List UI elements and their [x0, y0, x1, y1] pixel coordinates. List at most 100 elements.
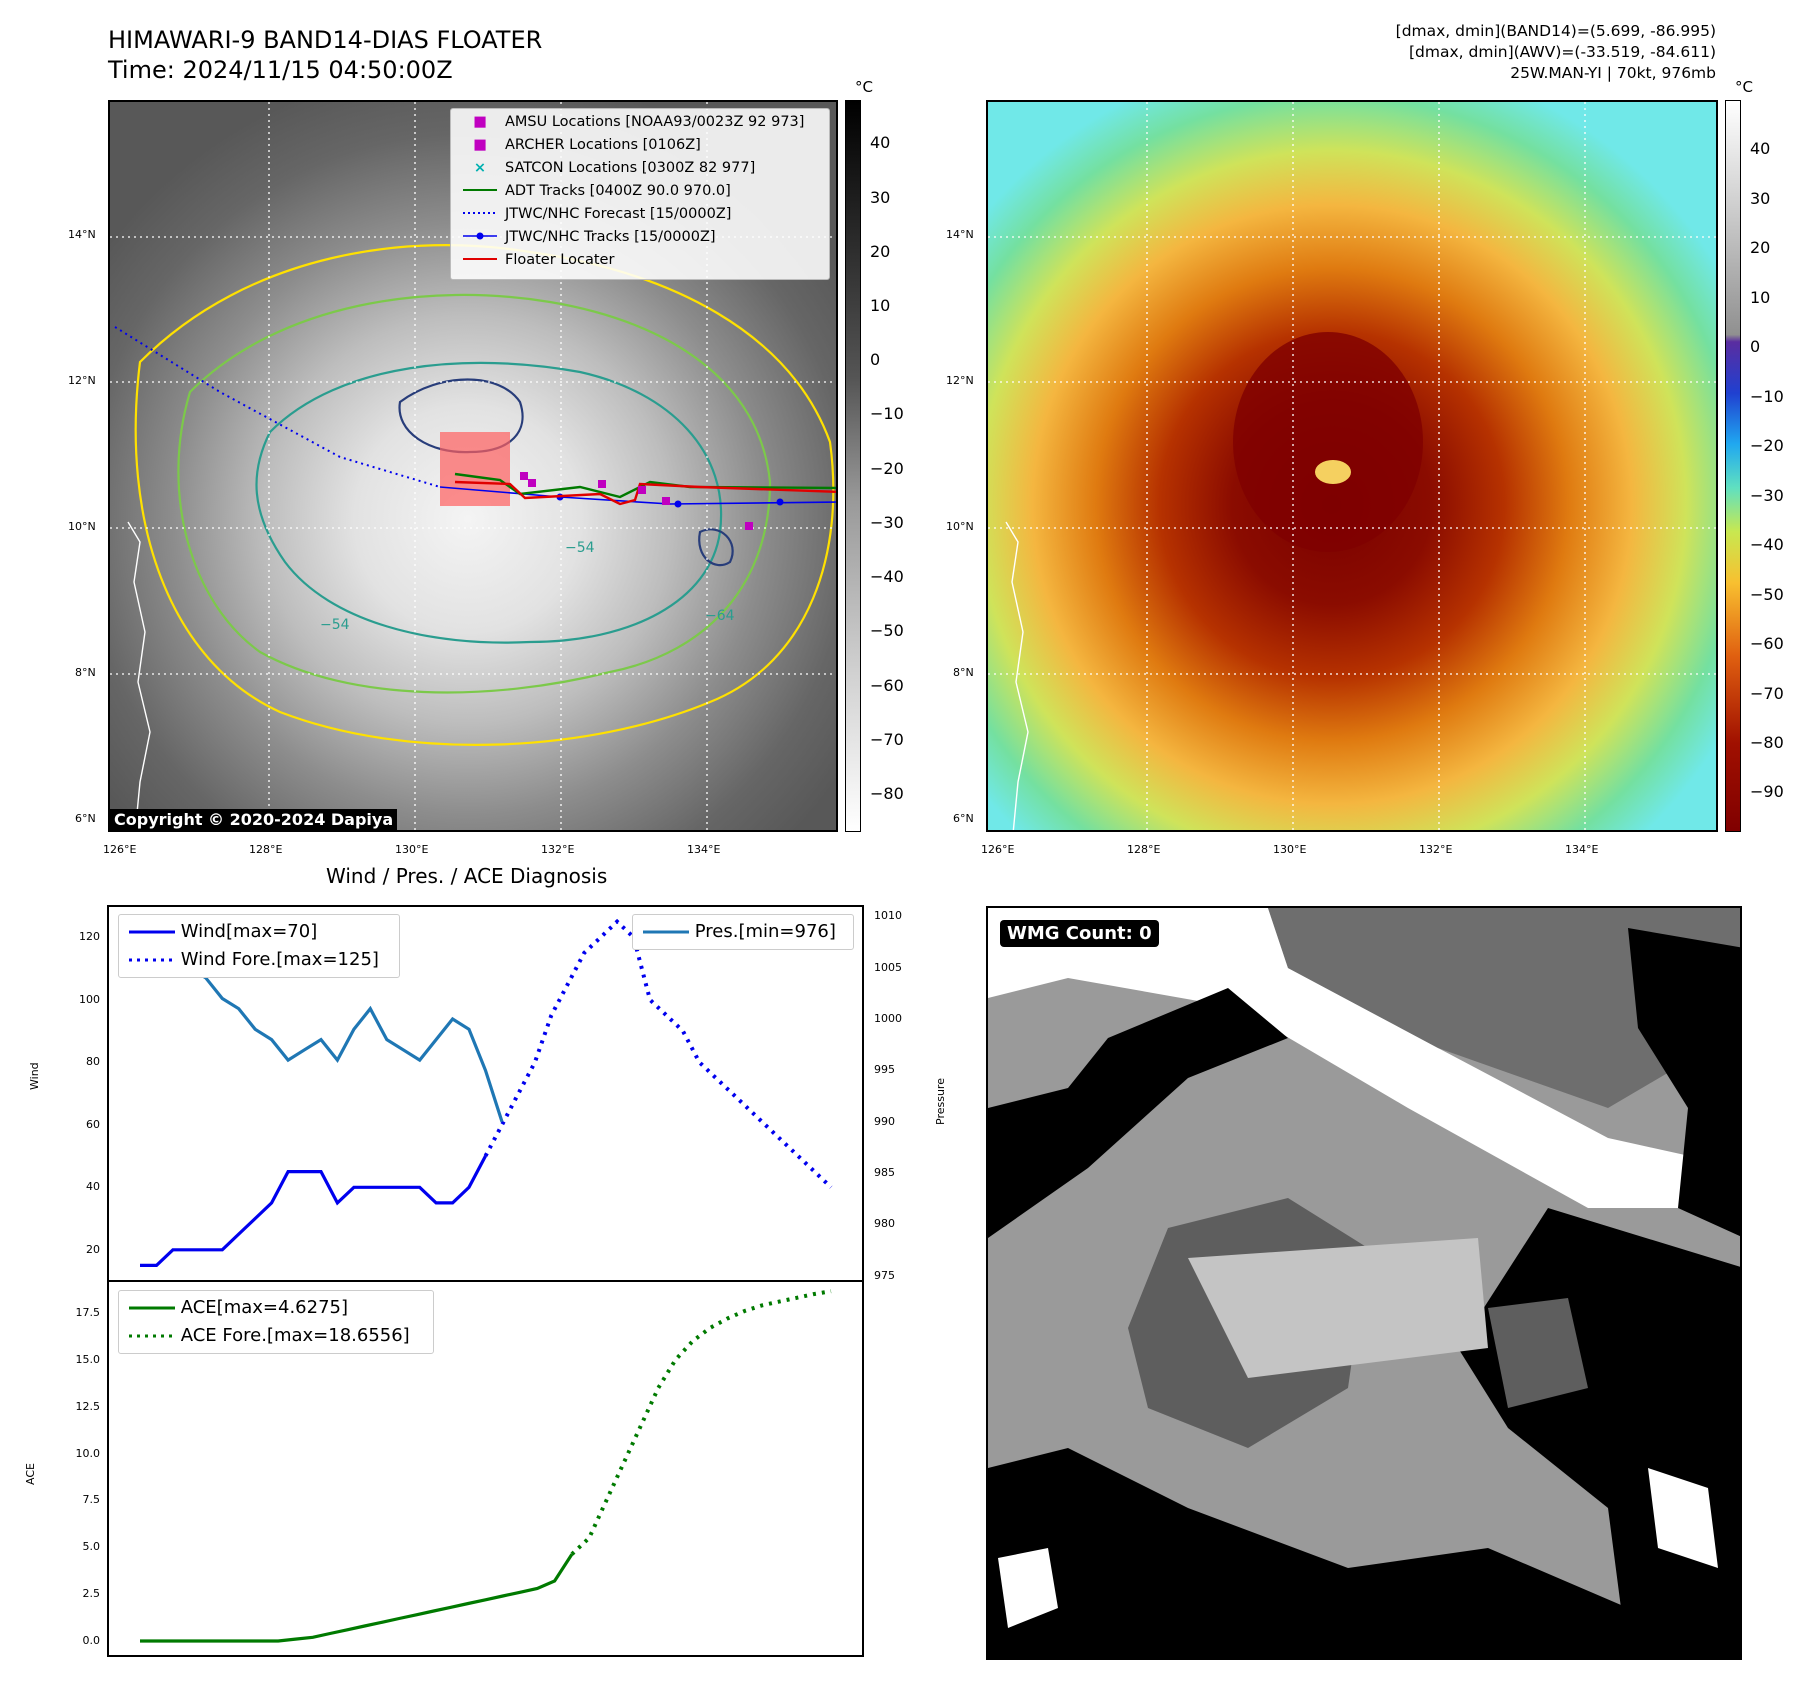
lon-label: 134°E — [1565, 843, 1599, 856]
colorbar-tick: −70 — [1750, 683, 1784, 703]
contour-inner — [255, 361, 723, 644]
colorbar-tick: 20 — [1750, 238, 1771, 258]
map-gridlines — [988, 102, 1716, 830]
storm-summary: 25W.MAN-YI | 70kt, 976mb — [1510, 64, 1716, 82]
lat-label: 6°N — [75, 812, 96, 825]
enhanced-map — [988, 102, 1716, 830]
colorbar-tick: 30 — [1750, 188, 1771, 208]
ace-axes-frame — [107, 1280, 864, 1657]
coastline — [1005, 521, 1029, 830]
pressure-ylabel: Pressure — [934, 1078, 947, 1125]
pressure-tick: 975 — [874, 1268, 895, 1282]
lon-label: 132°E — [541, 843, 575, 856]
lon-label: 128°E — [1127, 843, 1161, 856]
colorbar-tick: 20 — [870, 241, 891, 261]
amsu-marker — [520, 472, 528, 480]
colorbar-tick: −90 — [1750, 782, 1784, 802]
eye — [1315, 460, 1351, 484]
ace-tick: 15.0 — [75, 1352, 101, 1366]
floater-line-icon — [463, 252, 497, 268]
colorbar-unit: °C — [855, 78, 873, 96]
colorbar-tick: −40 — [870, 567, 904, 587]
legend-item-amsu: ■ AMSU Locations [NOAA93/0023Z 92 973] — [463, 114, 804, 130]
ace-ylabel: ACE — [24, 1463, 37, 1485]
ace-forecast-line — [570, 1289, 832, 1556]
contour-core-2 — [698, 528, 734, 567]
wmg-region — [1488, 1298, 1588, 1408]
wmg-region — [988, 1448, 1628, 1658]
eyewall — [1233, 332, 1423, 552]
pressure-line-icon — [643, 930, 689, 934]
copyright-badge: Copyright © 2020-2024 Dapiya — [110, 809, 398, 830]
pressure-tick: 1000 — [874, 1012, 902, 1025]
adt-line-icon — [463, 183, 497, 199]
ace-tick: 10.0 — [75, 1446, 101, 1460]
lat-label: 14°N — [946, 228, 974, 241]
stats-awv: [dmax, dmin](AWV)=(-33.519, -84.611) — [1409, 43, 1716, 61]
archer-marker — [745, 522, 753, 530]
colorbar-tick: 10 — [870, 296, 891, 316]
colorbar-tick: −20 — [1750, 436, 1784, 456]
wind-tick: 100 — [79, 992, 100, 1006]
ace-tick: 17.5 — [75, 1305, 101, 1319]
contour-label: −54 — [320, 617, 350, 633]
colorbar-tick: 40 — [870, 133, 891, 153]
colorbar-tick: −50 — [870, 621, 904, 641]
lat-label: 12°N — [946, 374, 974, 387]
map-legend: ■ AMSU Locations [NOAA93/0023Z 92 973] ■ A… — [450, 108, 830, 280]
colorbar-tick: −50 — [1750, 584, 1784, 604]
lon-label: 130°E — [395, 843, 429, 856]
colorbar-tick: 0 — [870, 350, 881, 370]
lat-label: 10°N — [68, 520, 96, 533]
wmg-region — [988, 988, 1288, 1238]
floater-locater-track — [454, 480, 836, 506]
colorbar-tick: −60 — [1750, 634, 1784, 654]
amsu-marker — [528, 479, 536, 487]
legend-item-adt: ADT Tracks [0400Z 90.0 970.0] — [463, 183, 731, 199]
legend-item-jtwc-tracks: JTWC/NHC Tracks [15/0000Z] — [463, 229, 716, 245]
lon-label: 132°E — [1419, 843, 1453, 856]
contour-mid — [177, 293, 772, 694]
pressure-tick: 980 — [874, 1217, 895, 1231]
colorbar-tick: −10 — [1750, 386, 1784, 406]
contour-label: −54 — [565, 540, 595, 556]
ace-line — [140, 1553, 574, 1643]
archer-icon: ■ — [473, 137, 487, 153]
lon-label: 128°E — [249, 843, 283, 856]
floater-box — [440, 432, 510, 506]
ace-tick: 7.5 — [82, 1493, 101, 1507]
lat-label: 10°N — [946, 520, 974, 533]
lat-label: 14°N — [68, 228, 96, 241]
wmg-region — [1648, 1468, 1718, 1568]
colorbar-tick: −30 — [870, 512, 904, 532]
pressure-tick: 1005 — [874, 960, 902, 974]
forecast-dots-icon — [463, 206, 497, 222]
colorbar-tick: 0 — [1750, 337, 1761, 357]
archer-marker — [598, 480, 606, 488]
lon-label: 130°E — [1273, 843, 1307, 856]
wind-tick: 120 — [79, 930, 100, 944]
figure-title: HIMAWARI-9 BAND14-DIAS FLOATER — [108, 26, 543, 54]
archer-marker — [638, 486, 646, 494]
pressure-tick: 995 — [874, 1063, 895, 1077]
contour-core — [398, 378, 524, 454]
colorbar-tick: 10 — [1750, 287, 1771, 307]
legend-ace: ACE[max=4.6275] — [129, 1297, 348, 1318]
amsu-icon: ■ — [473, 114, 487, 130]
wind-tick: 40 — [86, 1180, 100, 1194]
lat-label: 6°N — [953, 812, 974, 825]
legend-item-floater: Floater Locater — [463, 252, 614, 268]
satcon-icon: × — [473, 160, 487, 176]
wmg-region — [998, 1548, 1058, 1628]
legend-pressure: Pres.[min=976] — [643, 921, 836, 942]
colorbar-tick: −60 — [870, 675, 904, 695]
colorbar-tick: −40 — [1750, 535, 1784, 555]
colorbar-tick: 40 — [1750, 139, 1771, 159]
lon-label: 134°E — [687, 843, 721, 856]
colorbar-tick: −80 — [1750, 732, 1784, 752]
wind-tick: 20 — [86, 1242, 100, 1256]
lat-label: 8°N — [953, 666, 974, 679]
lat-label: 12°N — [68, 374, 96, 387]
legend-item-satcon: × SATCON Locations [0300Z 82 977] — [463, 160, 755, 176]
enhanced-colorbar — [1725, 100, 1741, 832]
